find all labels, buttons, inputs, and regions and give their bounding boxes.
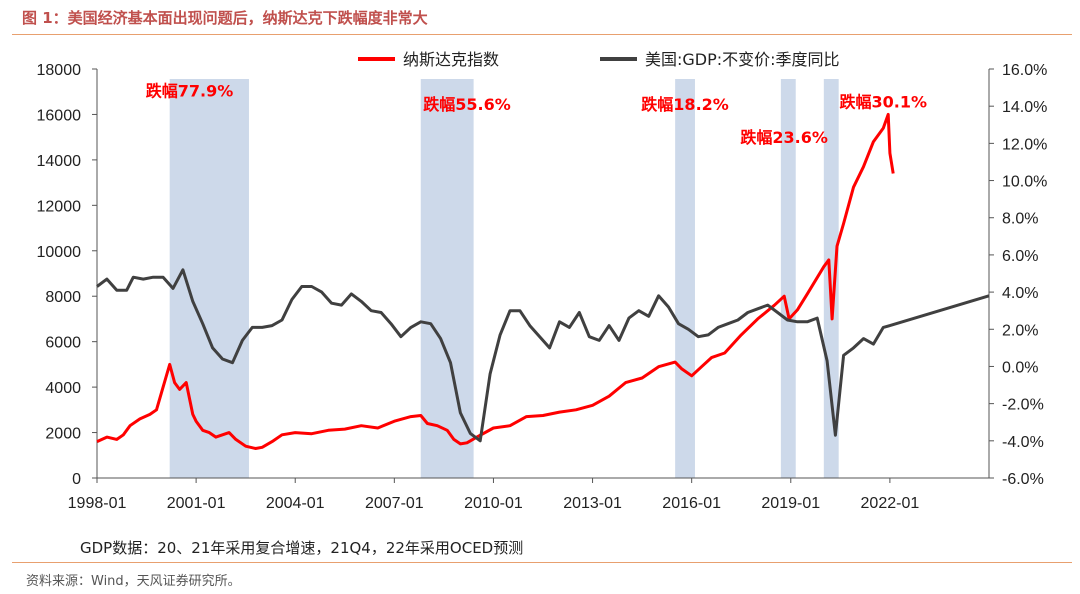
right-tick-label: 2.0% <box>1002 322 1038 339</box>
chart-legend: 纳斯达克指数 美国:GDP:不变价:季度同比 <box>358 50 840 69</box>
x-tick-label: 2019-01 <box>761 495 820 512</box>
right-tick-label: 12.0% <box>1002 136 1047 153</box>
gdp-yoy-line <box>96 268 990 443</box>
left-tick-label: 4000 <box>45 380 81 397</box>
gdp-data-note: GDP数据：20、21年采用复合增速，21Q4，22年采用OCED预测 <box>80 539 524 557</box>
x-tick-label: 1998-01 <box>68 495 127 512</box>
shade-period-2 <box>675 79 695 478</box>
left-tick-label: 14000 <box>37 153 82 170</box>
chart-axes: 0 2000 4000 6000 8000 10000 12000 14000 16000 180… <box>37 62 1048 512</box>
source-text: 资料来源：Wind，天风证券研究所。 <box>26 574 241 589</box>
right-tick-label: -6.0% <box>1002 471 1044 488</box>
x-tick-label: 2007-01 <box>365 495 424 512</box>
drawdown-label-0: 跌幅77.9% <box>146 81 234 100</box>
left-tick-label: 18000 <box>37 62 82 79</box>
shade-period-3 <box>780 79 796 478</box>
title-divider <box>12 34 1072 35</box>
drawdown-shaded-periods <box>169 79 839 478</box>
legend-label-gdp: 美国:GDP:不变价:季度同比 <box>645 50 840 69</box>
right-tick-label: 8.0% <box>1002 211 1038 228</box>
drawdown-label-4: 跌幅30.1% <box>840 93 928 112</box>
right-tick-label: 16.0% <box>1002 62 1047 79</box>
x-tick-label: 2013-01 <box>563 495 622 512</box>
figure-title: 图 1：美国经济基本面出现问题后，纳斯达克下跌幅度非常大 <box>0 0 1080 34</box>
left-tick-label: 10000 <box>37 244 82 261</box>
drawdown-annotations: 跌幅77.9% 跌幅55.6% 跌幅18.2% 跌幅23.6% 跌幅30.1% <box>146 81 927 147</box>
nasdaq-gdp-chart: 0 2000 4000 6000 8000 10000 12000 14000 16000 180… <box>37 50 1048 512</box>
source-divider <box>12 562 1072 563</box>
left-tick-label: 12000 <box>37 198 82 215</box>
right-tick-label: 4.0% <box>1002 285 1038 302</box>
right-tick-label: 6.0% <box>1002 248 1038 265</box>
right-tick-label: -2.0% <box>1002 397 1044 414</box>
right-tick-label: 10.0% <box>1002 174 1047 191</box>
right-tick-label: 14.0% <box>1002 99 1047 116</box>
right-tick-label: 0.0% <box>1002 359 1038 376</box>
left-tick-label: 16000 <box>37 107 82 124</box>
drawdown-label-2: 跌幅18.2% <box>641 95 729 114</box>
nasdaq-index-line <box>96 112 895 450</box>
x-tick-label: 2016-01 <box>662 495 721 512</box>
figure-title-text: 图 1：美国经济基本面出现问题后，纳斯达克下跌幅度非常大 <box>22 9 428 27</box>
left-tick-label: 6000 <box>45 335 81 352</box>
drawdown-label-1: 跌幅55.6% <box>423 95 511 114</box>
legend-label-nasdaq: 纳斯达克指数 <box>403 50 499 69</box>
chart-series <box>96 112 990 450</box>
shade-period-0 <box>169 79 249 478</box>
x-tick-label: 2022-01 <box>861 495 920 512</box>
right-tick-label: -4.0% <box>1002 434 1044 451</box>
shade-period-1 <box>420 79 474 478</box>
left-tick-label: 2000 <box>45 426 81 443</box>
x-tick-label: 2004-01 <box>266 495 325 512</box>
x-tick-label: 2001-01 <box>167 495 226 512</box>
left-tick-label: 8000 <box>45 289 81 306</box>
x-tick-label: 2010-01 <box>464 495 523 512</box>
drawdown-label-3: 跌幅23.6% <box>740 128 828 147</box>
left-tick-label: 0 <box>72 471 81 488</box>
